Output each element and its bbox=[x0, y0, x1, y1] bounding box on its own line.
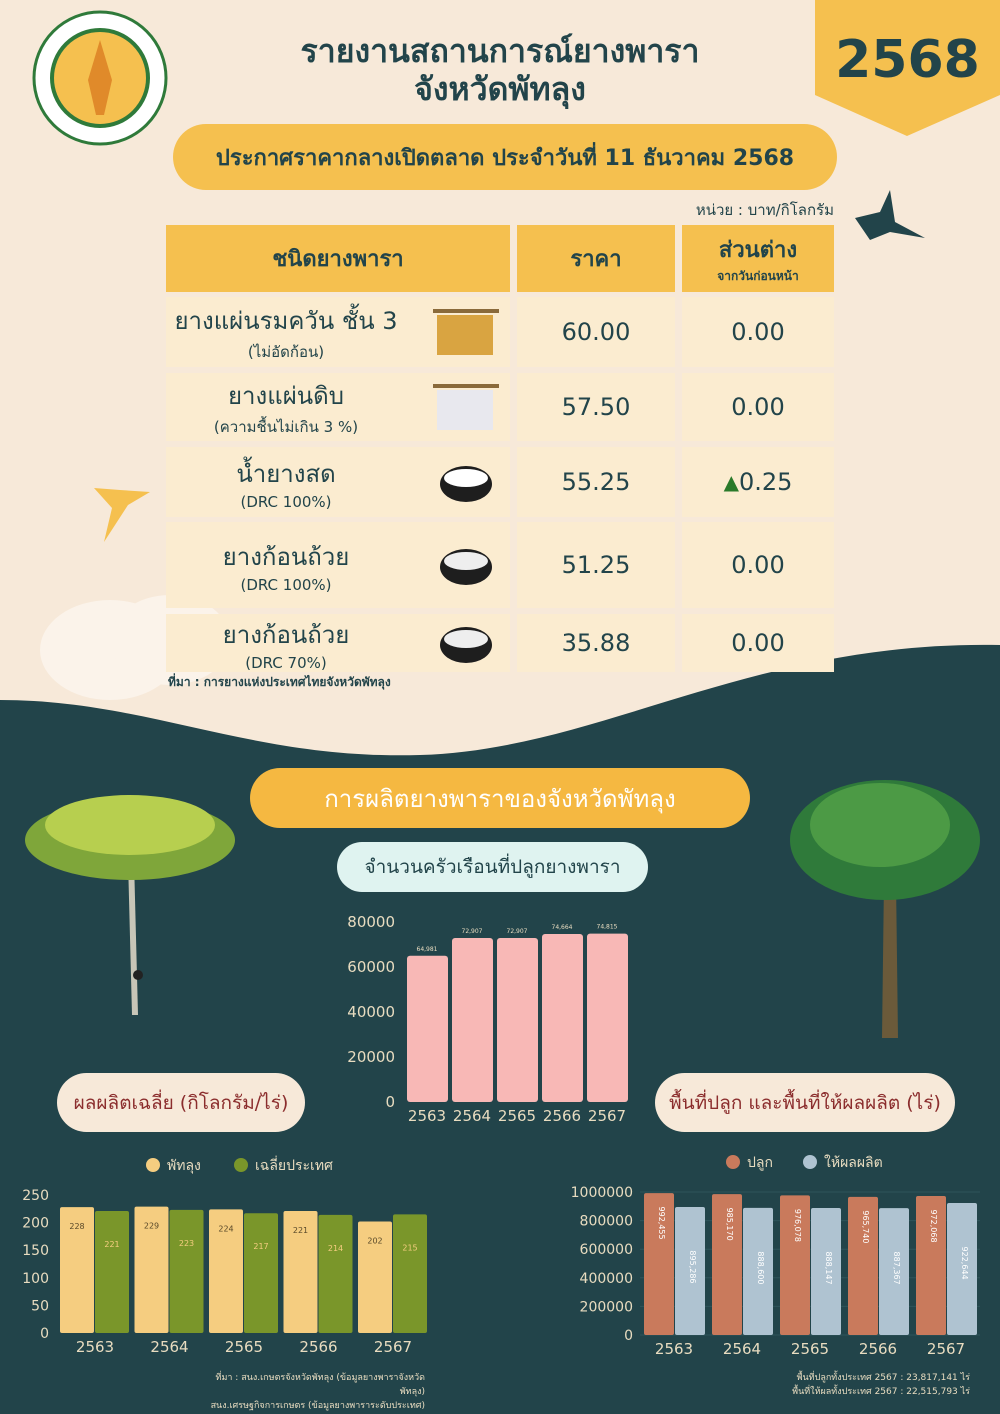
rubber-type-name: ยางก้อนถ้วย bbox=[222, 620, 350, 649]
rubber-type-note: (ไม่อัดก้อน) bbox=[247, 342, 325, 361]
chart-source: ที่มา : สนง.เกษตรจังหวัดพัทลุง (ข้อมูลยา… bbox=[200, 1370, 425, 1412]
table-row-type: ยางก้อนถ้วย (DRC 100%) bbox=[166, 522, 510, 608]
national-area-totals: พื้นที่ปลูกทั้งประเทศ 2567 : 23,817,141 … bbox=[792, 1370, 970, 1398]
price-value: 55.25 bbox=[517, 447, 675, 517]
bird-icon bbox=[94, 488, 150, 542]
smoked-sheet-icon bbox=[431, 307, 501, 357]
diff-cell: 0.00 bbox=[682, 297, 834, 367]
diff-cell: 0.00 bbox=[682, 373, 834, 441]
diff-value: 0.00 bbox=[731, 318, 785, 346]
table-row-type: น้ำยางสด (DRC 100%) bbox=[166, 447, 510, 517]
rubber-type-note: (ความชื้นไม่เกิน 3 %) bbox=[213, 417, 359, 436]
households-chart-title: จำนวนครัวเรือนที่ปลูกยางพารา bbox=[337, 842, 648, 892]
ministry-logo bbox=[32, 10, 168, 146]
price-value: 51.25 bbox=[517, 522, 675, 608]
diff-cell: 0.00 bbox=[682, 522, 834, 608]
price-value: 60.00 bbox=[517, 297, 675, 367]
cup-lump-icon bbox=[431, 618, 501, 668]
rubber-tree-icon bbox=[790, 780, 980, 1038]
diff-cell: 0.00 bbox=[682, 614, 834, 672]
rubber-type-name: ยางแผ่นดิบ bbox=[227, 381, 344, 410]
table-row-type: ยางก้อนถ้วย (DRC 70%) bbox=[166, 614, 510, 672]
dark-wave-background bbox=[0, 644, 1000, 1414]
header-diff-label: ส่วนต่าง bbox=[718, 237, 798, 263]
diff-value: 0.00 bbox=[731, 629, 785, 657]
diff-cell: ▲ 0.25 bbox=[682, 447, 834, 517]
up-arrow-icon: ▲ bbox=[723, 470, 739, 494]
header-diff: ส่วนต่าง จากวันก่อนหน้า bbox=[682, 225, 834, 292]
unit-label: หน่วย : บาท/กิโลกรัม bbox=[695, 201, 834, 219]
price-value: 35.88 bbox=[517, 614, 675, 672]
rubber-type-note: (DRC 100%) bbox=[240, 575, 332, 594]
rubber-type-name: ยางก้อนถ้วย bbox=[222, 542, 350, 571]
announcement-banner: ประกาศราคากลางเปิดตลาด ประจำวันที่ 11 ธั… bbox=[173, 124, 837, 190]
planted-total: พื้นที่ปลูกทั้งประเทศ 2567 : 23,817,141 … bbox=[796, 1373, 970, 1383]
bearing-total: พื้นที่ให้ผลทั้งประเทศ 2567 : 22,515,793… bbox=[792, 1387, 970, 1397]
bird-icon bbox=[855, 190, 925, 240]
rubber-type-name: ยางแผ่นรมควัน ชั้น 3 bbox=[174, 306, 398, 335]
table-row-type: ยางแผ่นรมควัน ชั้น 3 (ไม่อัดก้อน) bbox=[166, 297, 510, 367]
cup-lump-icon bbox=[431, 540, 501, 590]
year-label: 2568 bbox=[835, 30, 980, 90]
header-diff-sub: จากวันก่อนหน้า bbox=[717, 268, 799, 283]
table-row-type: ยางแผ่นดิบ (ความชื้นไม่เกิน 3 %) bbox=[166, 373, 510, 441]
rubber-type-note: (DRC 70%) bbox=[245, 653, 327, 672]
diff-value: 0.00 bbox=[731, 393, 785, 421]
yield-chart-title: ผลผลิตเฉลี่ย (กิโลกรัม/ไร่) bbox=[57, 1073, 305, 1132]
header-price: ราคา bbox=[517, 225, 675, 292]
rubber-tree-icon bbox=[25, 795, 235, 1015]
area-chart-title: พื้นที่ปลูก และพื้นที่ให้ผลผลิต (ไร่) bbox=[655, 1073, 955, 1132]
section-title: การผลิตยางพาราของจังหวัดพัทลุง bbox=[250, 768, 750, 828]
price-source: ที่มา : การยางแห่งประเทศไทยจังหวัดพัทลุง bbox=[168, 675, 391, 689]
rubber-type-name: น้ำยางสด bbox=[236, 459, 336, 488]
latex-bowl-icon bbox=[431, 457, 501, 507]
header-type: ชนิดยางพารา bbox=[166, 225, 510, 292]
diff-value: 0.25 bbox=[738, 468, 793, 496]
source-line-2: สนง.เศรษฐกิจการเกษตร (ข้อมูลยางพาราระดับ… bbox=[210, 1401, 425, 1411]
source-line-1: ที่มา : สนง.เกษตรจังหวัดพัทลุง (ข้อมูลยา… bbox=[215, 1373, 425, 1397]
page-title-province: จังหวัดพัทลุง bbox=[414, 70, 586, 108]
diff-value: 0.00 bbox=[731, 551, 785, 579]
rubber-type-note: (DRC 100%) bbox=[240, 492, 332, 511]
page-title: รายงานสถานการณ์ยางพารา bbox=[300, 32, 700, 70]
price-value: 57.50 bbox=[517, 373, 675, 441]
raw-sheet-icon bbox=[431, 382, 501, 432]
year-badge bbox=[815, 0, 1000, 136]
